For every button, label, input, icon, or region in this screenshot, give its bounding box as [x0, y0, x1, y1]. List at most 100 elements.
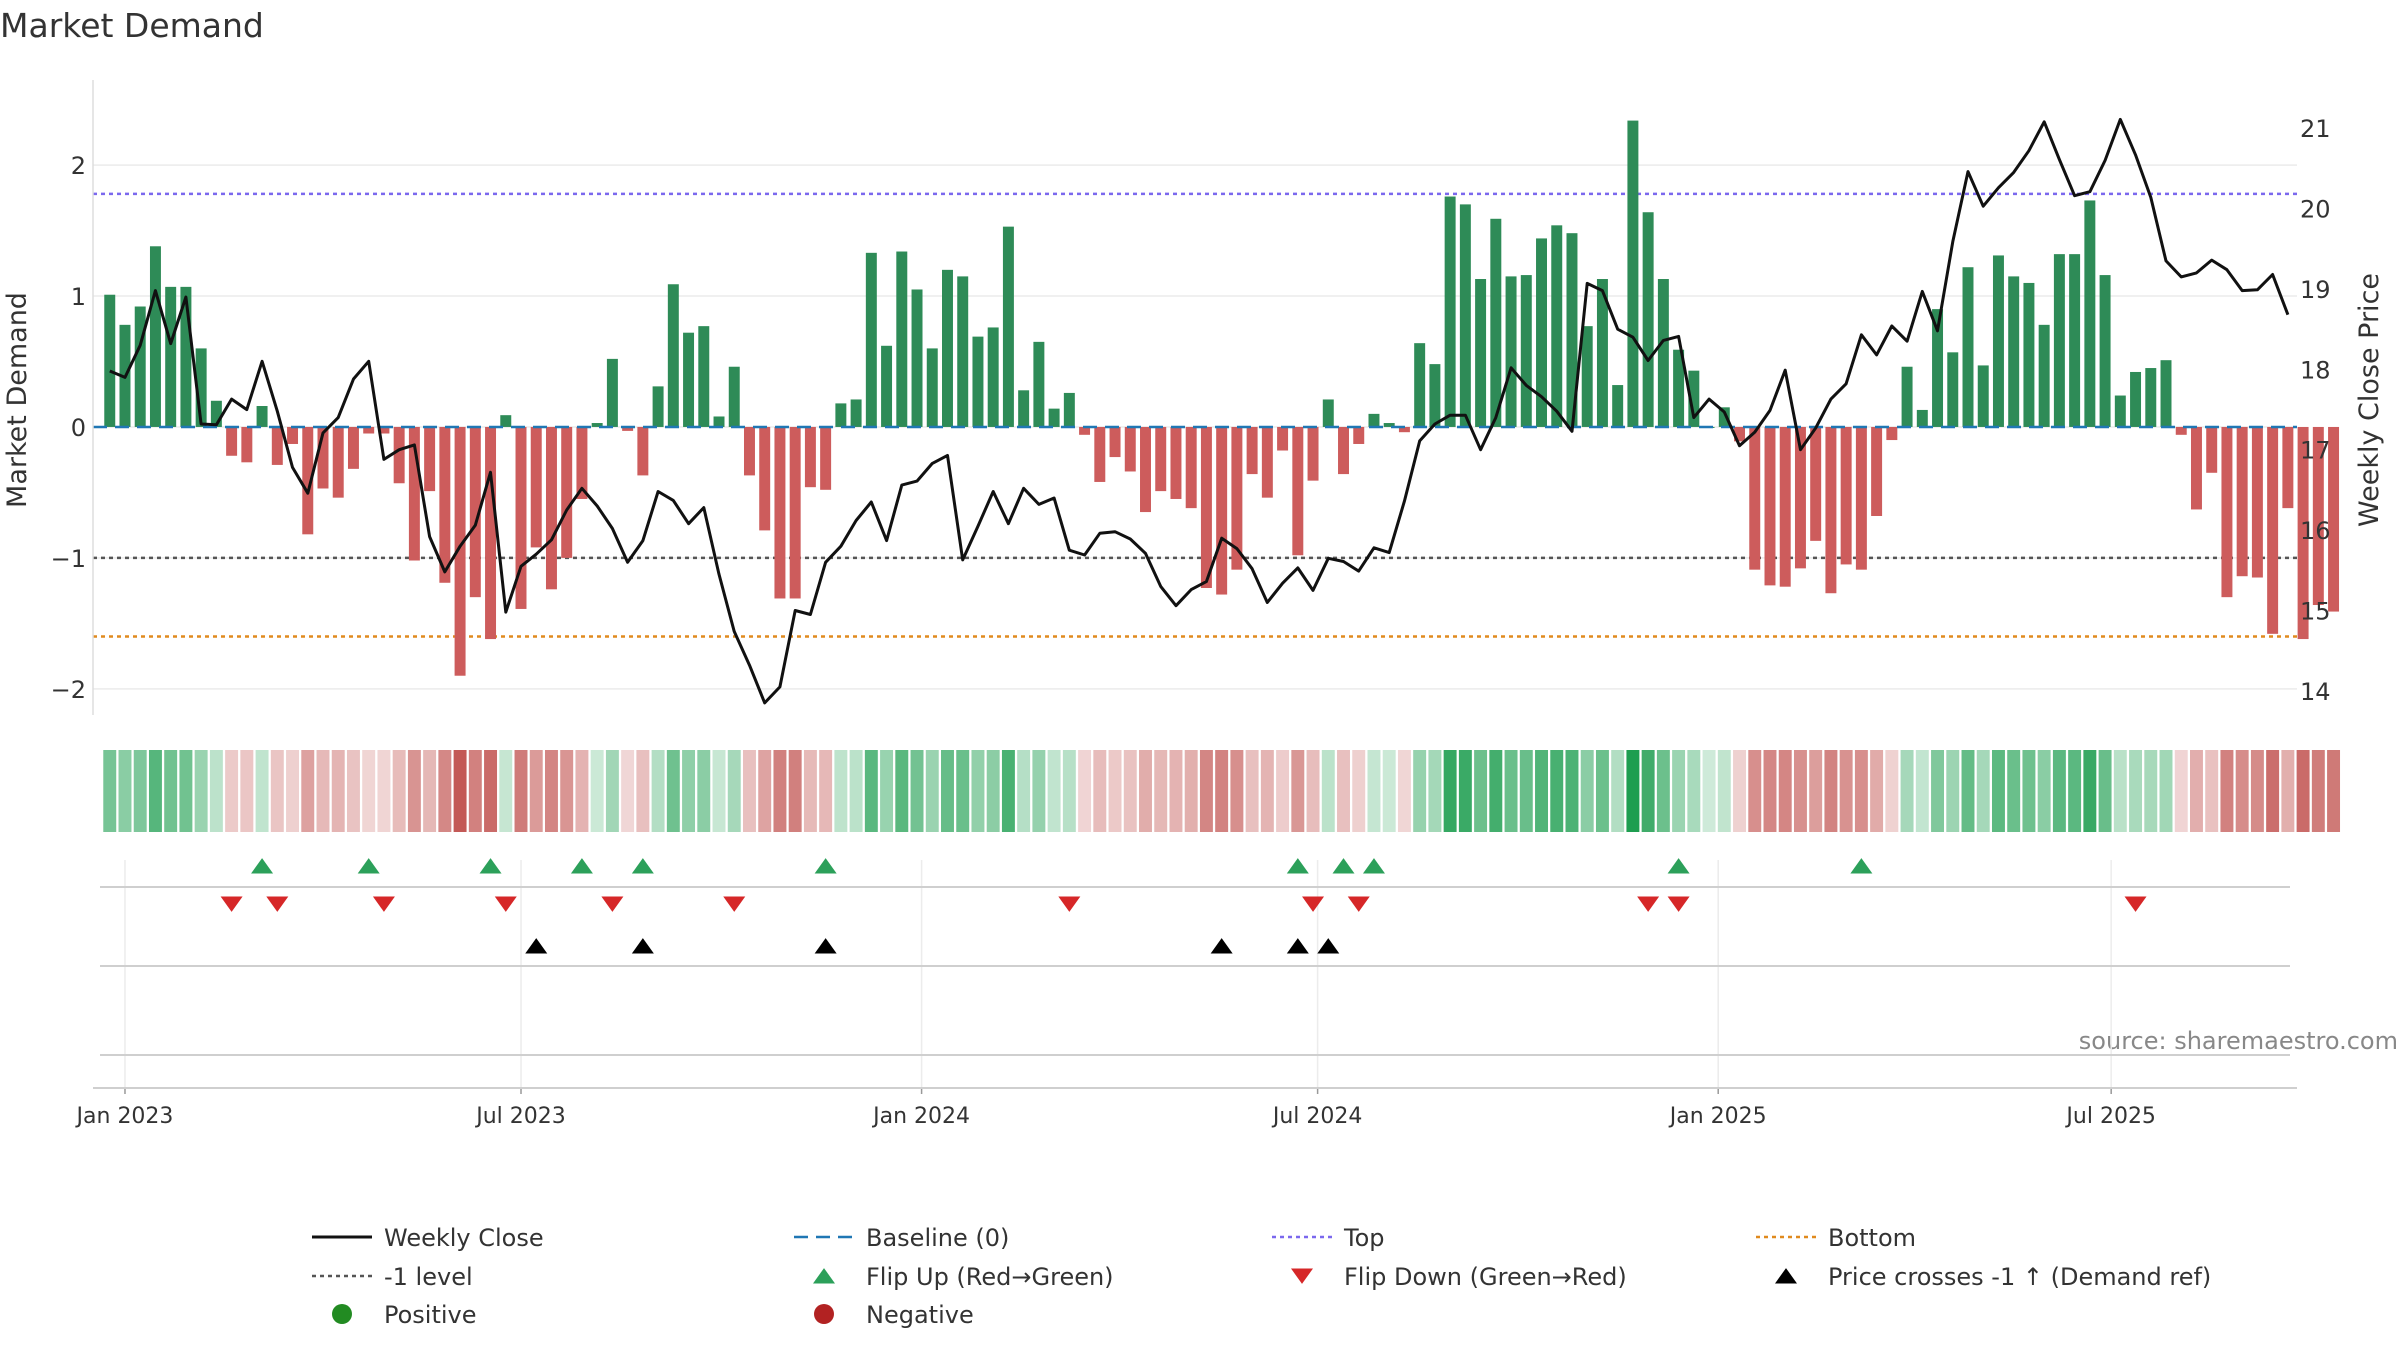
demand-bar-positive: [1063, 392, 1075, 427]
demand-bar-negative: [408, 426, 420, 561]
legend-label: Negative: [866, 1301, 974, 1329]
heat-strip-cell: [1215, 750, 1229, 832]
demand-bar-positive: [2038, 324, 2050, 427]
demand-bar-negative: [1734, 426, 1746, 442]
heat-strip-cell: [605, 750, 619, 832]
heat-strip-cell: [910, 750, 924, 832]
demand-bar-positive: [149, 246, 161, 427]
heat-strip-cell: [1443, 750, 1457, 832]
demand-bar-negative: [317, 426, 329, 489]
heat-strip-cell: [1245, 750, 1259, 832]
demand-bar-negative: [226, 426, 238, 456]
heat-strip-cell: [1702, 750, 1716, 832]
heat-strip-cell: [1108, 750, 1122, 832]
flip-down-marker: [723, 896, 746, 912]
legend-item: Price crosses -1 ↑ (Demand ref): [1775, 1263, 2211, 1291]
demand-bar-positive: [606, 358, 618, 427]
heat-strip-cell: [1169, 750, 1183, 832]
heat-strip-cell: [956, 750, 970, 832]
x-tick-label: Jan 2024: [871, 1104, 970, 1129]
heat-strip-cell: [1763, 750, 1777, 832]
chart-title: Market Demand: [0, 6, 264, 45]
demand-bar-positive: [987, 327, 999, 427]
demand-bar-negative: [1155, 426, 1167, 492]
demand-bar-negative: [1094, 426, 1106, 482]
heat-strip-cell: [1428, 750, 1442, 832]
demand-bar-positive: [1947, 352, 1959, 427]
flip-down-marker: [1347, 896, 1370, 912]
heat-strip-cell: [2022, 750, 2036, 832]
demand-bar-positive: [2053, 254, 2065, 427]
demand-bar-positive: [728, 366, 740, 427]
demand-bar-negative: [530, 426, 542, 548]
heat-strip-cell: [1397, 750, 1411, 832]
heat-strip-cell: [2129, 750, 2143, 832]
heat-strip-cell: [636, 750, 650, 832]
demand-bar-negative: [393, 426, 405, 484]
heat-strip-cell: [2235, 750, 2249, 832]
y-tick-label-right: 19: [2300, 276, 2331, 304]
demand-bar-positive: [104, 294, 116, 427]
legend-label: Positive: [384, 1301, 477, 1329]
heat-strip-cell: [286, 750, 300, 832]
flip-down-marker: [494, 896, 517, 912]
demand-bar-negative: [424, 426, 436, 492]
heat-strip-cell: [270, 750, 284, 832]
demand-bar-positive: [1916, 409, 1928, 427]
price-cross-marker: [1286, 938, 1309, 954]
heat-strip-cell: [2250, 750, 2264, 832]
demand-bar-negative: [1170, 426, 1182, 499]
heat-strip-cell: [1367, 750, 1381, 832]
heat-strip-cell: [164, 750, 178, 832]
heat-strip-cell: [209, 750, 223, 832]
flip-up-marker: [1667, 858, 1690, 874]
demand-bar-positive: [1505, 276, 1517, 427]
heat-strip-cell: [529, 750, 543, 832]
demand-bar-positive: [957, 276, 969, 427]
demand-bar-negative: [439, 426, 451, 583]
y-tick-label-right: 16: [2300, 517, 2331, 545]
heat-strip-cell: [2205, 750, 2219, 832]
heat-strip-cell: [438, 750, 452, 832]
flip-down-marker: [1637, 896, 1660, 912]
demand-bar-negative: [2328, 426, 2340, 612]
price-cross-marker: [1317, 938, 1340, 954]
heat-strip-cell: [651, 750, 665, 832]
demand-bar-negative: [1216, 426, 1228, 595]
heat-strip-cell: [864, 750, 878, 832]
flip-down-marker: [601, 896, 624, 912]
demand-bar-positive: [1596, 279, 1608, 427]
heat-strip-cell: [1824, 750, 1838, 832]
heat-strip-cell: [2311, 750, 2325, 832]
price-cross-marker: [631, 938, 654, 954]
heat-strip-cell: [2281, 750, 2295, 832]
heat-strip-cell: [1565, 750, 1579, 832]
heat-strip-cell: [1641, 750, 1655, 832]
heat-strip-cell: [1961, 750, 1975, 832]
price-cross-marker: [1210, 938, 1233, 954]
demand-bar-negative: [2190, 426, 2202, 510]
heat-strip-cell: [1489, 750, 1503, 832]
heat-strip-cell: [1123, 750, 1137, 832]
y-tick-label-left: 1: [71, 283, 86, 311]
flip-down-marker: [372, 896, 395, 912]
heat-strip-cell: [682, 750, 696, 832]
legend-item: Negative: [814, 1301, 974, 1329]
y-tick-label-left: −2: [51, 676, 86, 704]
heat-strip-cell: [2327, 750, 2341, 832]
demand-bar-negative: [2251, 426, 2263, 578]
demand-bar-negative: [302, 426, 314, 535]
demand-bar-negative: [347, 426, 359, 469]
demand-bar-negative: [1140, 426, 1151, 513]
demand-bar-negative: [363, 426, 375, 434]
demand-bar-positive: [1657, 279, 1669, 427]
heat-strip-cell: [1900, 750, 1914, 832]
demand-bar-positive: [911, 289, 923, 427]
heat-strip-cell: [1017, 750, 1031, 832]
flip-up-marker: [1850, 858, 1873, 874]
demand-bar-positive: [2008, 276, 2020, 427]
demand-bar-positive: [2114, 395, 2126, 427]
legend-swatch-dot: [332, 1304, 352, 1324]
demand-bar-negative: [2236, 426, 2248, 577]
demand-bar-positive: [2160, 360, 2172, 427]
